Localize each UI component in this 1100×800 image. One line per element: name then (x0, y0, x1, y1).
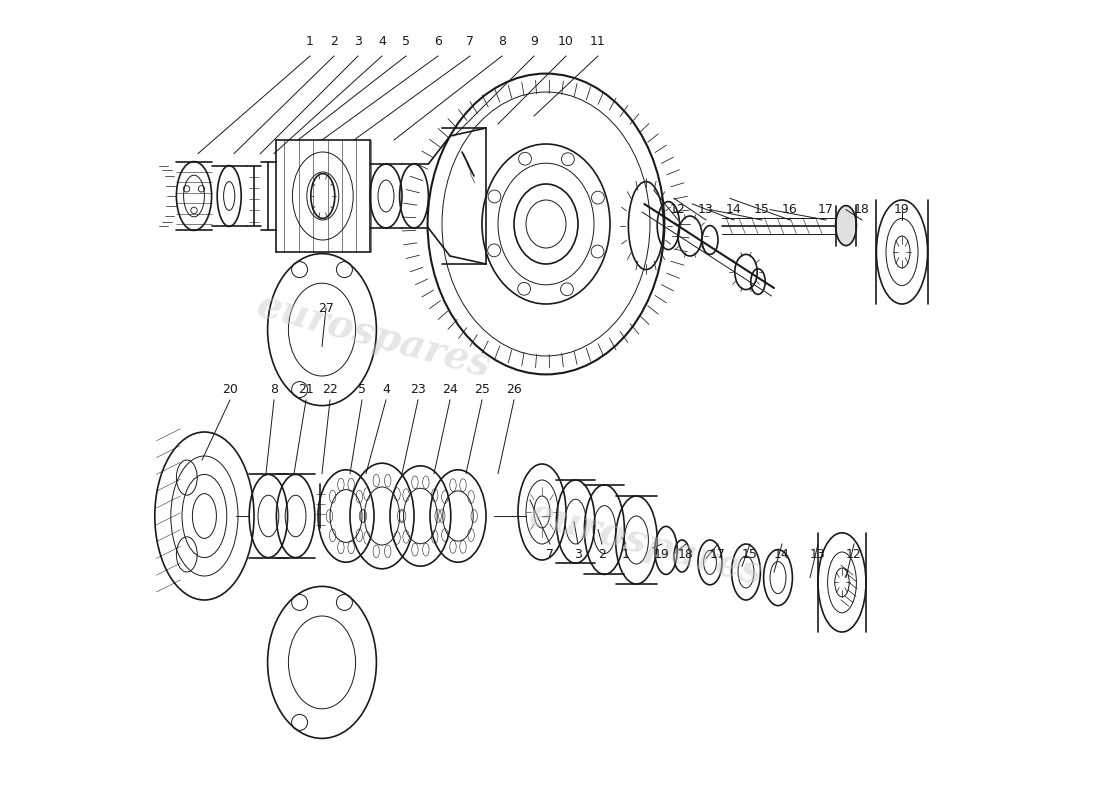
Text: 12: 12 (670, 203, 686, 216)
Text: 12: 12 (846, 548, 862, 561)
Text: 11: 11 (590, 35, 606, 48)
Text: eurospares: eurospares (253, 286, 495, 386)
Text: 24: 24 (442, 383, 458, 396)
Text: 13: 13 (810, 548, 826, 561)
Text: 8: 8 (270, 383, 278, 396)
Text: 10: 10 (558, 35, 574, 48)
Text: 3: 3 (574, 548, 582, 561)
Ellipse shape (836, 206, 857, 246)
Text: 19: 19 (894, 203, 910, 216)
Text: 2: 2 (598, 548, 606, 561)
Text: 6: 6 (434, 35, 442, 48)
Text: 15: 15 (755, 203, 770, 216)
Text: 18: 18 (678, 548, 694, 561)
Text: 2: 2 (330, 35, 338, 48)
Text: 4: 4 (382, 383, 389, 396)
Text: 17: 17 (818, 203, 834, 216)
Text: 22: 22 (322, 383, 338, 396)
Text: 23: 23 (410, 383, 426, 396)
Text: 27: 27 (318, 302, 334, 314)
Text: 25: 25 (474, 383, 490, 396)
Text: 13: 13 (698, 203, 714, 216)
Text: 7: 7 (546, 548, 554, 561)
Text: 26: 26 (506, 383, 521, 396)
Text: 8: 8 (498, 35, 506, 48)
Text: eurospares: eurospares (525, 494, 767, 594)
Text: 15: 15 (742, 548, 758, 561)
Text: 17: 17 (711, 548, 726, 561)
Text: 20: 20 (222, 383, 238, 396)
Text: 7: 7 (466, 35, 474, 48)
Text: 16: 16 (782, 203, 797, 216)
Text: 1: 1 (306, 35, 313, 48)
Text: 3: 3 (354, 35, 362, 48)
Text: 4: 4 (378, 35, 386, 48)
Text: 14: 14 (774, 548, 790, 561)
Text: 5: 5 (358, 383, 366, 396)
Text: 1: 1 (623, 548, 630, 561)
Text: 18: 18 (854, 203, 870, 216)
Text: 9: 9 (530, 35, 538, 48)
Text: 14: 14 (726, 203, 741, 216)
Text: 5: 5 (402, 35, 410, 48)
Text: 19: 19 (654, 548, 670, 561)
Text: 21: 21 (298, 383, 314, 396)
